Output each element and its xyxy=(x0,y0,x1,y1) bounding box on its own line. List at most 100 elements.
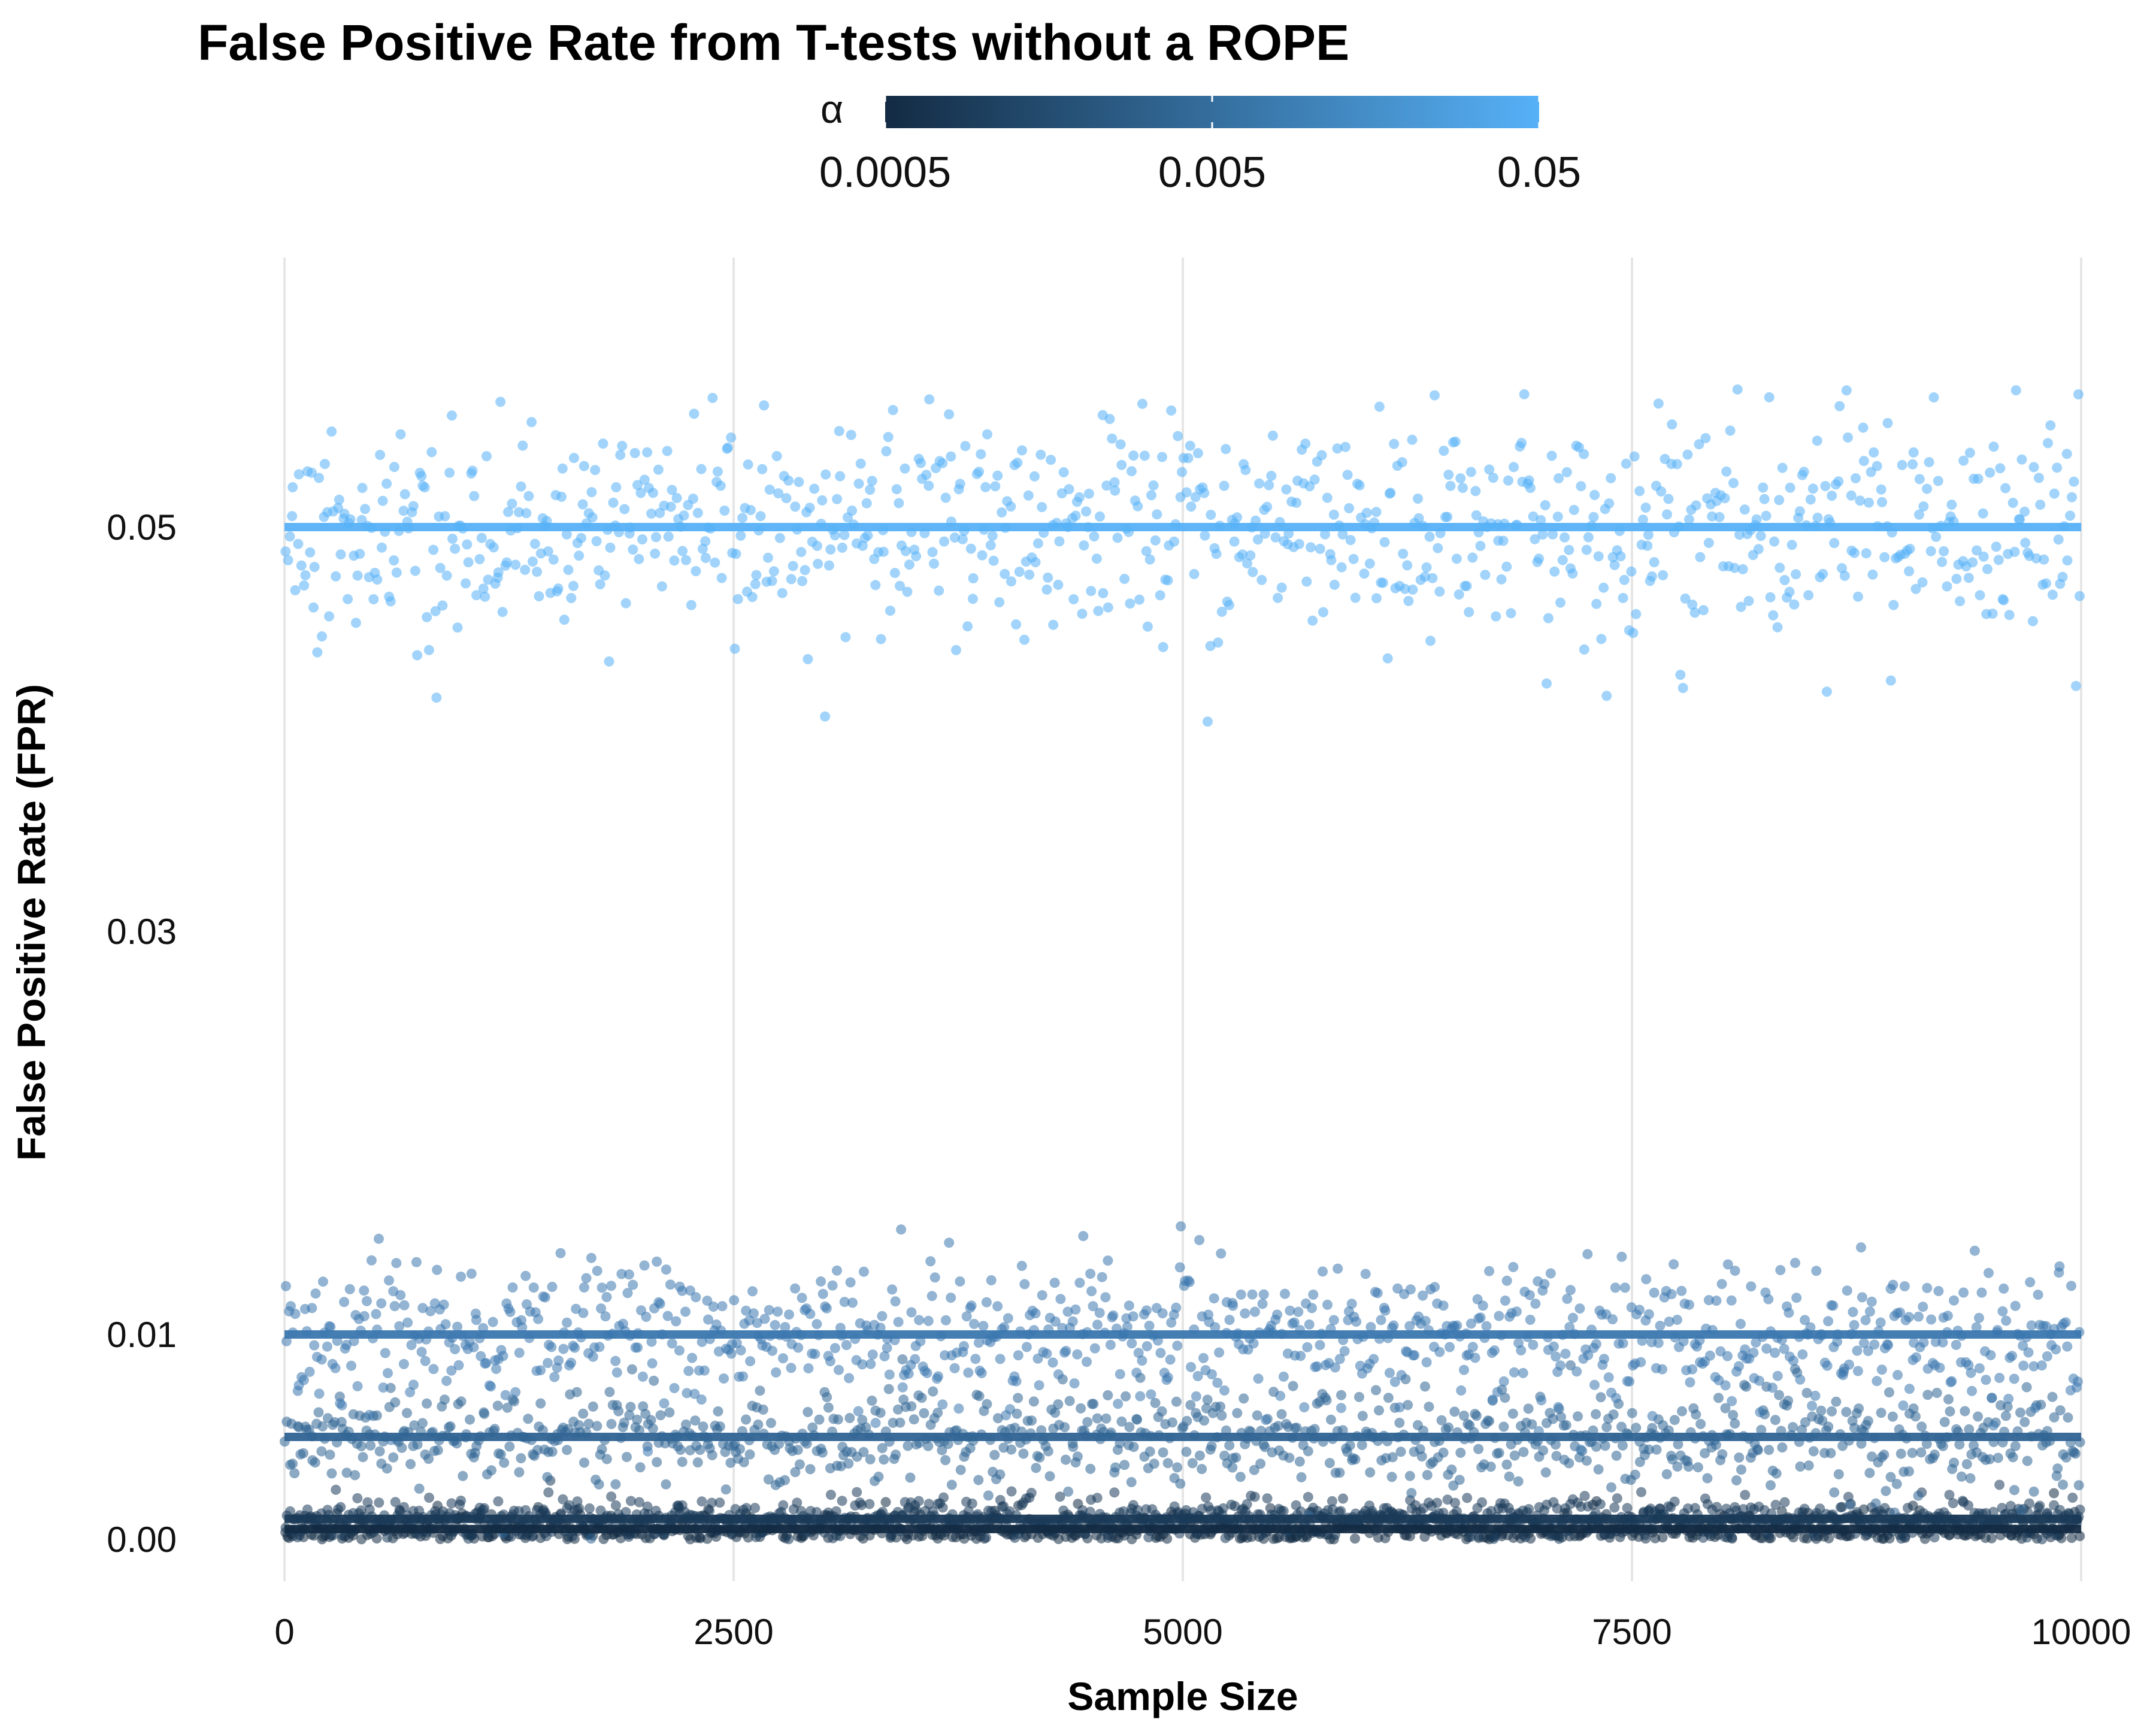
data-point xyxy=(1824,1533,1834,1544)
data-point xyxy=(1459,1364,1469,1375)
data-point xyxy=(1124,1300,1134,1311)
data-point xyxy=(1278,1506,1289,1517)
data-point xyxy=(507,1282,518,1293)
x-tick-label-2: 5000 xyxy=(1143,1612,1222,1652)
data-point xyxy=(308,602,319,613)
data-point xyxy=(1827,1406,1837,1417)
data-point xyxy=(1156,1406,1167,1417)
data-point xyxy=(663,531,674,542)
data-point xyxy=(606,1491,617,1502)
data-point xyxy=(1567,568,1578,579)
data-point xyxy=(927,547,938,558)
data-point xyxy=(745,505,756,515)
data-point xyxy=(1621,458,1631,469)
data-point xyxy=(402,1317,413,1328)
data-point xyxy=(540,1292,550,1303)
data-point xyxy=(1272,1309,1282,1320)
data-point xyxy=(852,1487,862,1497)
data-point xyxy=(1908,1403,1919,1414)
data-point xyxy=(620,1507,631,1517)
data-point xyxy=(2020,537,2031,548)
data-point xyxy=(797,1293,807,1303)
data-point xyxy=(456,1496,467,1506)
data-point xyxy=(371,1309,381,1320)
data-point xyxy=(296,560,307,571)
data-point xyxy=(566,593,577,603)
data-point xyxy=(1420,1316,1431,1326)
data-point xyxy=(977,550,988,561)
data-point xyxy=(1524,475,1534,486)
data-point xyxy=(726,432,737,443)
data-point xyxy=(1396,1370,1407,1381)
data-point xyxy=(1626,1302,1637,1313)
data-point xyxy=(897,1382,908,1393)
data-point xyxy=(606,1281,616,1291)
data-point xyxy=(1843,432,1853,443)
data-point xyxy=(1212,1378,1223,1388)
data-point xyxy=(287,482,298,492)
data-point xyxy=(1770,1348,1780,1358)
data-point xyxy=(632,1414,643,1425)
data-point xyxy=(1206,510,1216,520)
data-point xyxy=(1101,1413,1112,1424)
data-point xyxy=(596,1444,607,1455)
data-point xyxy=(1853,591,1863,602)
data-point xyxy=(679,510,689,521)
data-point xyxy=(893,1317,904,1327)
data-point xyxy=(492,1400,503,1411)
data-point xyxy=(579,1457,589,1468)
data-point xyxy=(870,580,881,591)
data-point xyxy=(463,557,474,568)
data-point xyxy=(396,1442,407,1453)
data-point xyxy=(864,1499,875,1509)
data-point xyxy=(880,1497,891,1508)
data-point xyxy=(904,559,915,570)
data-point xyxy=(1171,1302,1182,1313)
data-point xyxy=(1011,1376,1022,1387)
data-point xyxy=(820,469,831,480)
data-point xyxy=(923,1440,934,1451)
data-point xyxy=(2027,616,2038,627)
data-point xyxy=(395,429,406,440)
data-point xyxy=(1078,1231,1089,1242)
data-point xyxy=(1255,1458,1266,1469)
data-point xyxy=(588,1351,598,1362)
data-point xyxy=(1607,1314,1618,1325)
data-point xyxy=(1848,1307,1858,1317)
data-point xyxy=(557,463,568,474)
data-point xyxy=(583,1418,594,1429)
data-point xyxy=(707,1450,717,1460)
data-point xyxy=(1960,1406,1970,1417)
data-point xyxy=(350,618,361,628)
data-point xyxy=(1761,1343,1772,1354)
legend-label-2: 0.05 xyxy=(1497,149,1581,196)
data-point xyxy=(497,607,508,618)
data-point xyxy=(480,591,490,602)
data-point xyxy=(290,585,301,595)
data-point xyxy=(1158,1447,1168,1458)
data-point xyxy=(1109,477,1120,488)
data-point xyxy=(2065,510,2076,521)
data-point xyxy=(503,507,513,518)
data-point xyxy=(755,1385,765,1396)
data-point xyxy=(887,1284,898,1295)
data-point xyxy=(1214,1347,1225,1358)
data-point xyxy=(1548,529,1558,540)
data-point xyxy=(708,1302,719,1312)
data-point xyxy=(1965,1473,1976,1484)
data-point xyxy=(395,1290,406,1300)
data-point xyxy=(882,1343,892,1353)
data-point xyxy=(409,1420,420,1431)
data-point xyxy=(794,477,804,488)
data-point xyxy=(805,1309,816,1320)
data-point xyxy=(1403,1400,1413,1411)
data-point xyxy=(976,449,986,459)
data-point xyxy=(703,1314,713,1325)
data-point xyxy=(1379,537,1390,547)
data-point xyxy=(1496,574,1507,585)
data-point xyxy=(2009,1373,2019,1384)
data-point xyxy=(1307,1303,1317,1314)
data-point xyxy=(417,1418,428,1429)
data-point xyxy=(1863,1415,1873,1426)
data-point xyxy=(1273,592,1283,603)
